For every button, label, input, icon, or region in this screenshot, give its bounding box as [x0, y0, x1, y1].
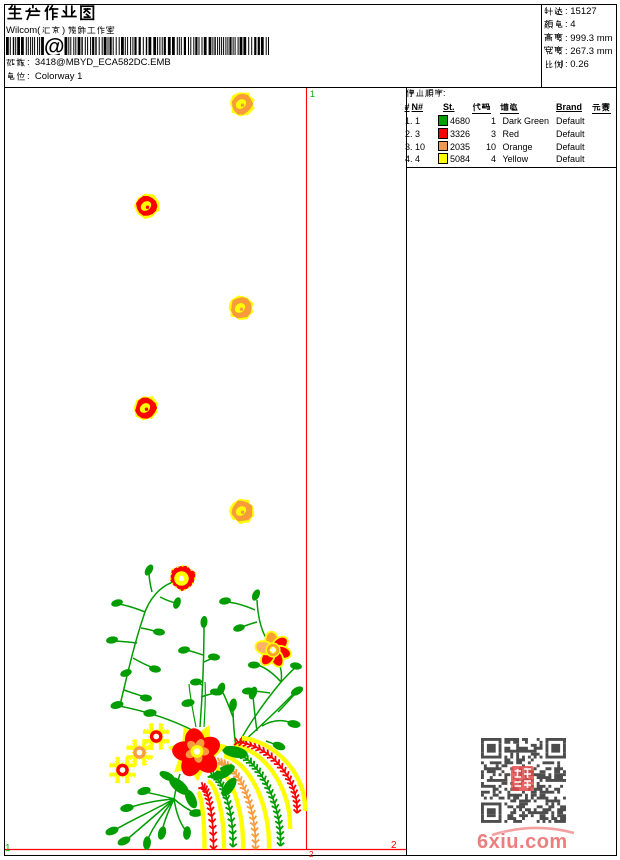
- svg-text:@: @: [44, 37, 64, 55]
- svg-text:2: 2: [309, 850, 314, 859]
- svg-text:2: 2: [391, 840, 397, 851]
- svg-text:1: 1: [5, 843, 11, 854]
- svg-text:1: 1: [310, 89, 315, 99]
